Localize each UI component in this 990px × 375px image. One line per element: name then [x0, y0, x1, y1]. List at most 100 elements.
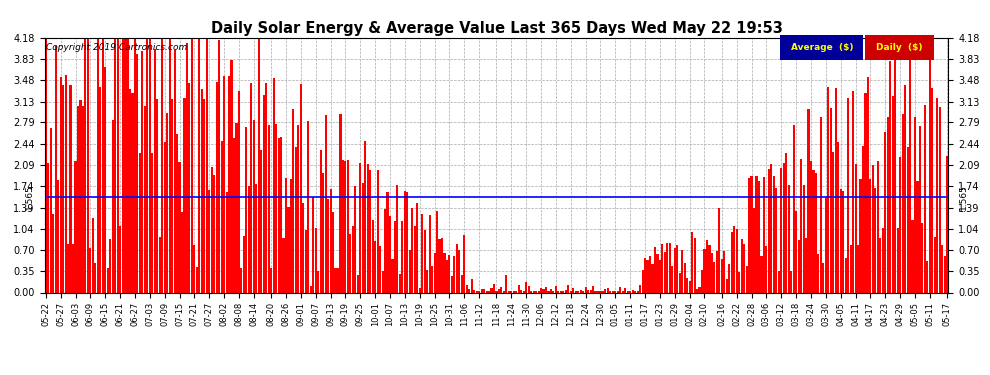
Bar — [681, 250, 683, 292]
Bar — [584, 287, 587, 292]
Bar — [67, 244, 69, 292]
Bar — [577, 291, 579, 292]
Bar — [54, 46, 56, 292]
Bar — [444, 252, 446, 292]
Bar — [262, 95, 264, 292]
Bar — [813, 170, 815, 292]
Bar — [354, 186, 356, 292]
Bar — [849, 245, 851, 292]
Bar — [788, 185, 790, 292]
Bar — [887, 117, 889, 292]
Bar — [500, 287, 503, 292]
Bar — [208, 190, 210, 292]
Bar — [864, 93, 866, 292]
Bar — [455, 244, 458, 292]
Bar — [488, 291, 490, 292]
Bar — [446, 260, 448, 292]
Bar — [295, 147, 297, 292]
Bar — [533, 291, 535, 292]
Bar — [419, 288, 421, 292]
Bar — [122, 39, 124, 292]
Bar — [267, 125, 269, 292]
Bar — [346, 160, 348, 292]
Bar — [620, 287, 622, 292]
Bar — [424, 230, 426, 292]
Bar — [941, 245, 943, 292]
Bar — [495, 291, 498, 292]
Bar — [758, 182, 760, 292]
Bar — [74, 161, 76, 292]
Bar — [661, 244, 663, 292]
Bar — [847, 98, 849, 292]
Bar — [158, 237, 160, 292]
Bar — [640, 285, 642, 292]
Bar — [102, 39, 104, 292]
Bar — [414, 226, 416, 292]
Bar — [148, 39, 150, 292]
Bar — [45, 39, 47, 292]
Bar — [89, 248, 91, 292]
Bar — [156, 99, 158, 292]
Bar — [322, 173, 324, 292]
Bar — [857, 245, 859, 292]
Bar — [221, 141, 223, 292]
Bar — [349, 234, 351, 292]
Bar — [431, 267, 434, 292]
Bar — [178, 162, 180, 292]
Bar — [510, 291, 513, 292]
Bar — [114, 39, 116, 292]
Bar — [564, 290, 567, 292]
Bar — [874, 188, 876, 292]
Bar — [142, 51, 144, 292]
Bar — [637, 291, 639, 292]
Bar — [599, 291, 602, 292]
Bar — [669, 243, 671, 292]
Bar — [351, 226, 353, 292]
Bar — [434, 253, 436, 292]
Bar — [287, 207, 289, 292]
Bar — [743, 244, 745, 292]
Bar — [525, 282, 528, 292]
Bar — [830, 108, 832, 292]
Bar — [282, 238, 284, 292]
Bar — [79, 100, 81, 292]
Bar — [493, 284, 495, 292]
Bar — [615, 291, 617, 292]
Bar — [840, 189, 842, 292]
Bar — [211, 167, 213, 292]
Bar — [82, 106, 84, 292]
Bar — [932, 88, 934, 292]
Bar — [285, 177, 287, 292]
Bar — [335, 267, 337, 292]
Bar — [231, 60, 233, 292]
Bar — [463, 234, 465, 292]
Bar — [917, 181, 919, 292]
Bar — [429, 216, 431, 292]
Bar — [112, 120, 114, 292]
Bar — [473, 290, 475, 292]
Bar — [604, 289, 607, 292]
Bar — [223, 76, 225, 292]
Bar — [137, 54, 139, 292]
Bar — [649, 256, 651, 292]
Bar — [815, 173, 817, 292]
Bar — [894, 46, 896, 292]
Bar — [622, 291, 624, 292]
Bar — [671, 266, 673, 292]
Bar — [835, 88, 837, 292]
Bar — [676, 245, 678, 292]
Bar — [384, 209, 386, 292]
Bar — [255, 184, 257, 292]
Bar — [236, 123, 238, 292]
Bar — [684, 263, 686, 292]
Bar — [389, 216, 391, 292]
Bar — [310, 285, 312, 292]
Bar — [748, 178, 750, 292]
Bar — [859, 179, 861, 292]
Bar — [736, 229, 738, 292]
Bar — [48, 164, 50, 292]
FancyBboxPatch shape — [780, 35, 863, 60]
Bar — [842, 191, 844, 292]
Bar — [820, 117, 822, 292]
Bar — [265, 82, 267, 292]
